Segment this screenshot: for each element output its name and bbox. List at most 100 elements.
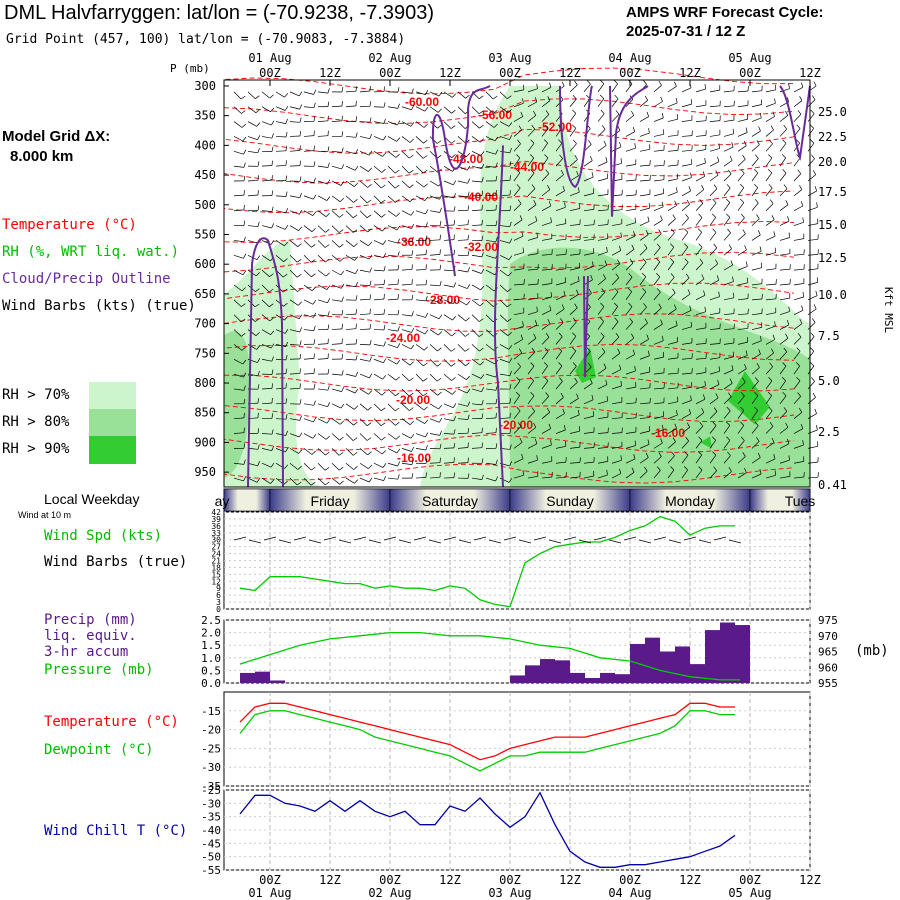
- wind-barb-flag: [296, 259, 302, 263]
- wind-barb-flag: [452, 403, 457, 408]
- wind-barb: [681, 103, 692, 108]
- wind-barb: [289, 284, 298, 292]
- wind-barb-flag: [243, 253, 247, 259]
- wind-barb: [737, 381, 746, 390]
- wind-barb: [513, 187, 521, 197]
- wind-barb-flag: [548, 423, 552, 429]
- wind-barb-flag: [282, 288, 288, 293]
- wind-barb: [261, 136, 272, 139]
- wind-barb: [331, 299, 342, 302]
- wind-barb-flag: [815, 290, 818, 296]
- wind-barb: [667, 308, 677, 315]
- wind-barb-flag: [466, 375, 470, 380]
- wind-barb: [653, 416, 664, 420]
- wind-barb-flag: [533, 422, 537, 428]
- wind-barb-flag: [769, 422, 774, 427]
- wind-barb: [373, 240, 384, 245]
- wind-barb: [667, 325, 678, 330]
- wind-barb-flag: [467, 205, 469, 211]
- wind-barb: [653, 387, 665, 390]
- wind-barb: [779, 143, 787, 152]
- wind-barb-flag: [759, 246, 762, 252]
- wind-barb-flag: [368, 241, 373, 247]
- wind-barb-flag: [592, 411, 595, 417]
- wind-barb: [779, 283, 791, 286]
- wind-barb: [485, 136, 496, 142]
- wind-barb-flag: [785, 333, 789, 339]
- wind-barb-flag: [271, 383, 273, 389]
- wind-barb-flag: [644, 95, 649, 101]
- wind-barb-flag: [240, 95, 246, 100]
- wind-barb-flag: [355, 86, 357, 92]
- wind-barb: [317, 477, 326, 486]
- wind-barb: [443, 269, 455, 272]
- wind-barb-flag: [600, 302, 605, 307]
- wind-barb-flag: [352, 437, 358, 441]
- wind-barb-flag: [631, 110, 635, 116]
- wind-barb: [751, 117, 762, 122]
- wind-barb: [625, 115, 635, 122]
- wind-barb: [527, 88, 538, 93]
- wind-barb: [555, 381, 563, 390]
- surface-wind-barb: [668, 539, 682, 544]
- wind-barb-flag: [600, 109, 605, 115]
- wind-barb: [275, 164, 287, 167]
- wind-barb-flag: [299, 415, 302, 421]
- surface-wind-barb: [488, 539, 502, 544]
- wind-barb: [751, 90, 762, 93]
- wind-barb-flag: [481, 458, 484, 464]
- wind-barb: [709, 312, 720, 316]
- wind-barb-flag: [690, 99, 693, 105]
- wind-barb-flag: [255, 272, 260, 277]
- wind-barb: [751, 144, 760, 152]
- wind-barb-flag: [564, 277, 567, 283]
- wind-barb-flag: [369, 294, 371, 300]
- wind-barb: [807, 282, 818, 286]
- rh-legend-swatch-70: [89, 382, 136, 409]
- wind-barb-flag: [558, 332, 563, 337]
- wind-barb: [569, 294, 579, 301]
- wind-barb: [765, 442, 775, 449]
- wind-barb-flag: [516, 377, 521, 382]
- wind-barb-flag: [661, 201, 664, 207]
- wind-barb-flag: [341, 354, 344, 360]
- wind-barb: [625, 321, 633, 330]
- wind-barb: [709, 470, 717, 479]
- pressure-line: [239, 631, 740, 681]
- wind-barb-flag: [572, 362, 577, 367]
- wind-barb: [541, 351, 549, 360]
- wind-barb: [541, 428, 551, 434]
- wind-barb-flag: [686, 199, 690, 205]
- precip-bar: [660, 651, 675, 683]
- wind-barb-flag: [627, 287, 632, 292]
- wind-barb-flag: [324, 244, 330, 248]
- wind-barb-flag: [495, 149, 499, 155]
- wind-barb: [373, 462, 384, 468]
- wind-barb-flag: [243, 476, 247, 482]
- wind-barb-flag: [424, 419, 429, 424]
- wind-barb: [401, 165, 410, 174]
- wind-barb-flag: [656, 258, 661, 263]
- wind-barb-flag: [464, 348, 470, 352]
- wind-barb: [317, 448, 326, 456]
- wind-barb-flag: [603, 363, 607, 369]
- wind-barb-flag: [243, 175, 246, 181]
- wind-barb: [415, 329, 426, 335]
- wind-barb: [317, 165, 328, 168]
- wind-barb: [317, 433, 327, 440]
- wind-barb-flag: [509, 238, 513, 244]
- wind-barb-flag: [437, 391, 442, 396]
- wind-barb: [471, 447, 483, 449]
- wind-barb: [541, 309, 552, 316]
- wind-barb: [289, 121, 301, 123]
- wind-barb-flag: [576, 393, 579, 399]
- wind-barb-flag: [534, 438, 538, 444]
- wind-barb-flag: [467, 178, 471, 184]
- wind-barb-flag: [644, 466, 648, 472]
- wind-barb: [401, 329, 412, 333]
- wind-barb: [443, 314, 453, 321]
- dewpoint-panel-label: Dewpoint (°C): [44, 742, 154, 758]
- wind-barb-flag: [564, 425, 566, 431]
- wind-barb-flag: [671, 228, 675, 234]
- wind-barb: [639, 355, 650, 360]
